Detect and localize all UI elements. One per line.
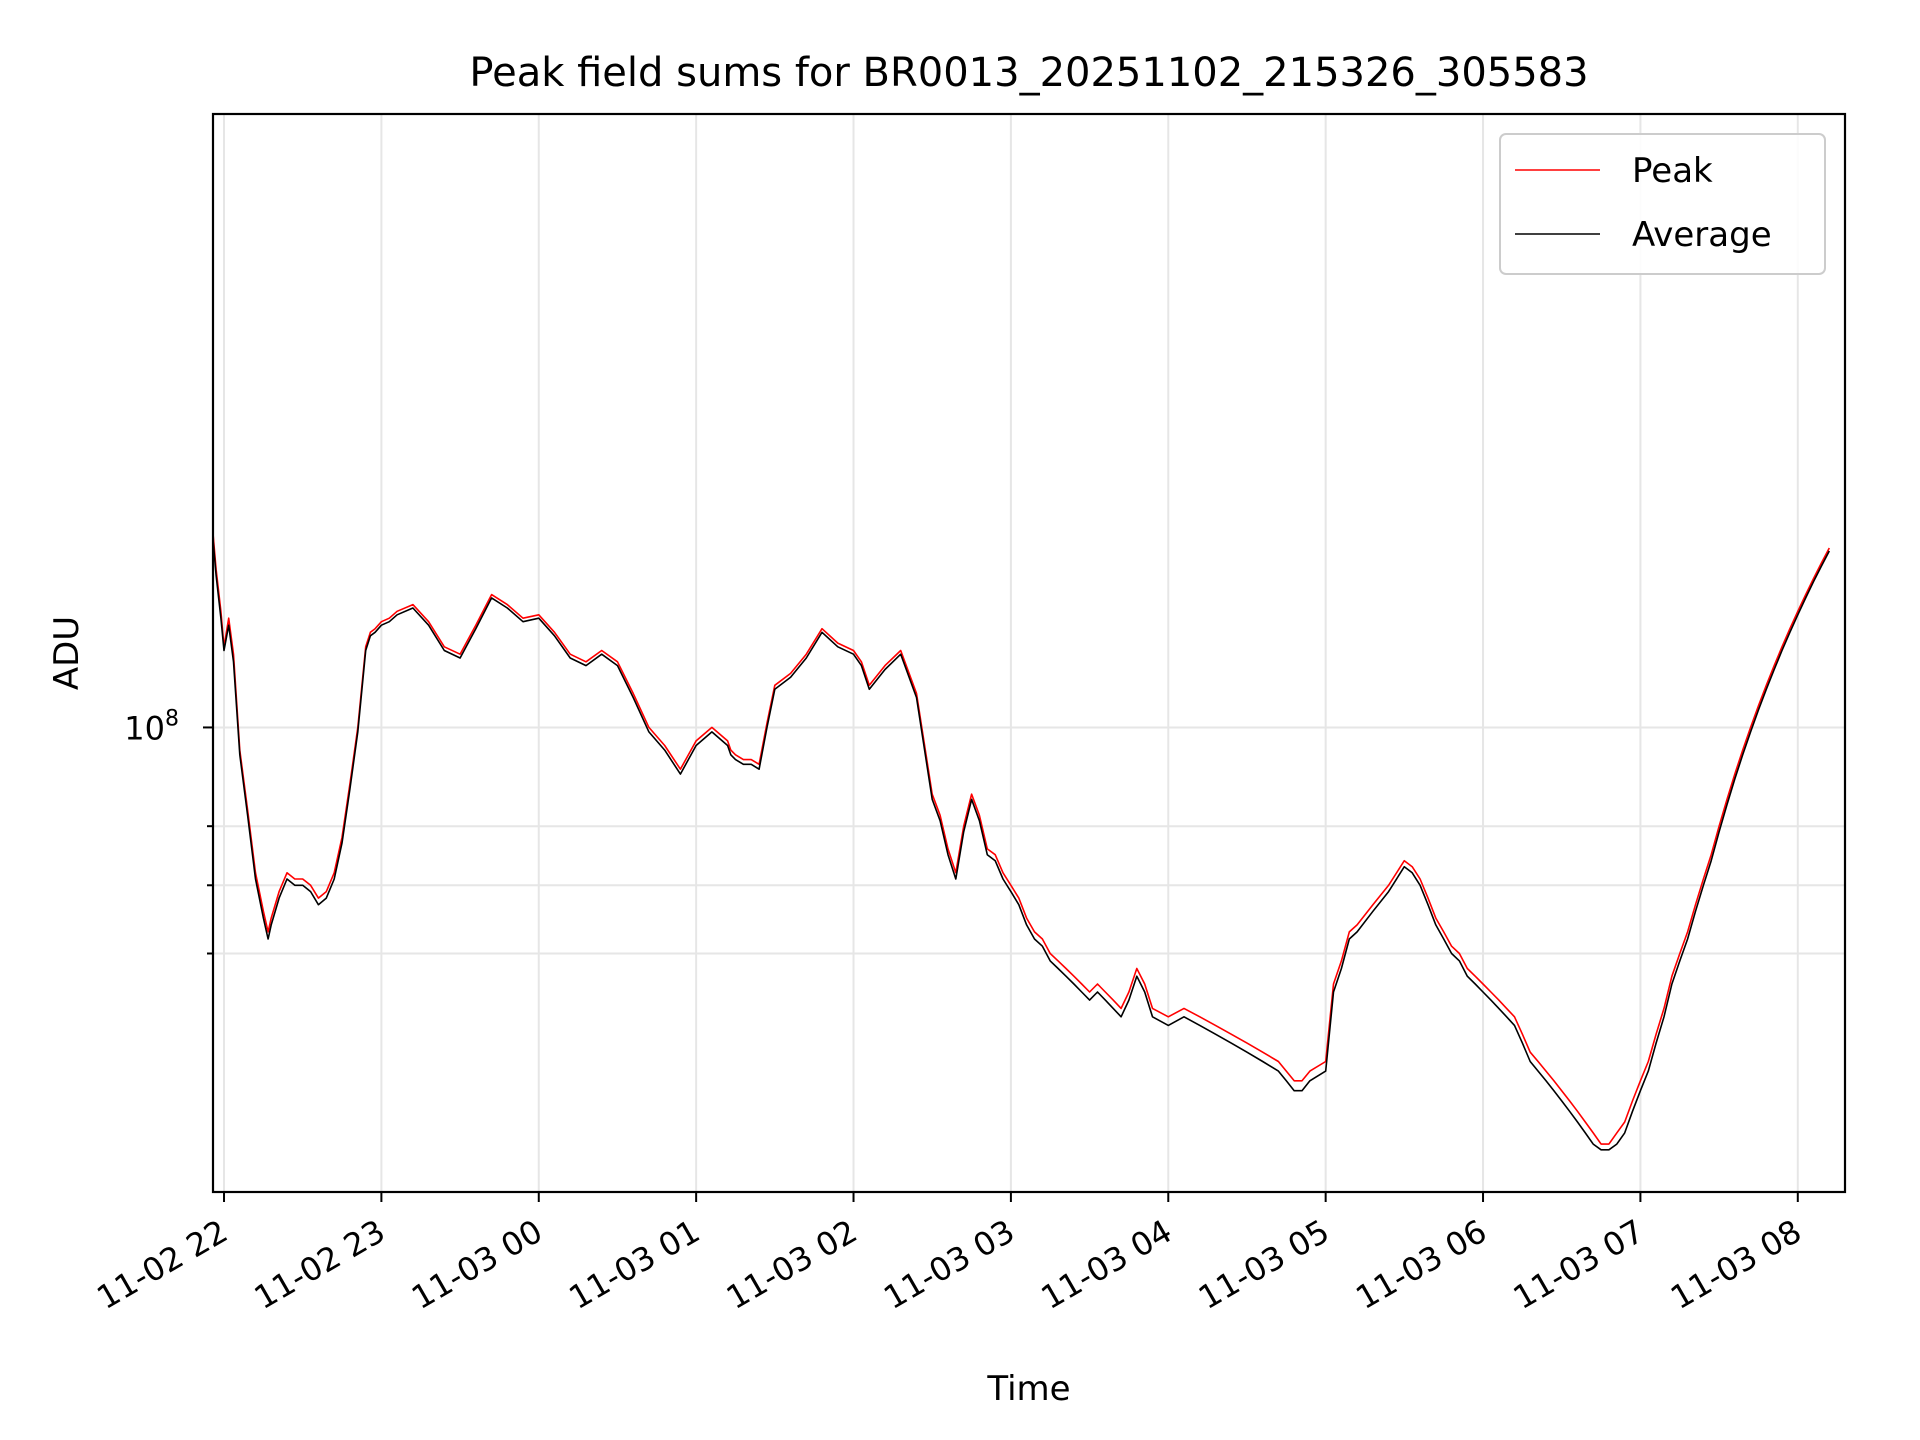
legend-frame <box>1499 133 1826 275</box>
y-tick-base: 10 <box>124 709 165 747</box>
grid <box>213 114 1845 1192</box>
series-peak-line <box>213 533 1831 1145</box>
y-axis-label: ADU <box>47 616 87 690</box>
series-average-line <box>213 539 1831 1151</box>
x-axis-label: Time <box>986 1369 1070 1409</box>
series-layer <box>213 533 1831 1151</box>
y-axis: 108 <box>124 706 213 955</box>
y-tick-label-1e8: 108 <box>124 706 179 747</box>
chart-title: Peak field sums for BR0013_20251102_2153… <box>469 50 1588 96</box>
plot-frame <box>211 112 1847 1194</box>
legend-peak-label: Peak <box>1632 151 1713 191</box>
legend: Peak Average <box>1499 133 1826 275</box>
legend-average-label: Average <box>1632 215 1772 255</box>
y-tick-exponent: 8 <box>165 706 179 731</box>
